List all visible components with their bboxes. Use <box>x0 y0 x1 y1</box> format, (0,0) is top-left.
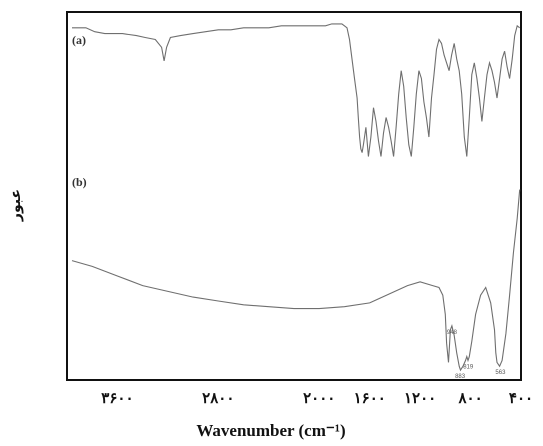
plot-area <box>66 11 522 381</box>
peak-label: 948 <box>447 330 458 336</box>
x-tick-label: ۱۲۰۰ <box>404 389 436 407</box>
x-tick-label: ۱۶۰۰ <box>354 389 386 407</box>
x-axis-title: Wavenumber (cm⁻¹) <box>196 421 345 440</box>
peak-label: 563 <box>495 370 506 376</box>
x-tick-label: ۴۰۰ <box>509 389 533 407</box>
plot-frame <box>66 11 522 381</box>
peak-labels: 948 883 819 563 <box>447 330 506 380</box>
peak-label: 883 <box>455 374 466 380</box>
series-layer <box>71 23 521 372</box>
x-tick-label: ۸۰۰ <box>458 389 483 407</box>
x-tick-labels: ۳۶۰۰ ۲۸۰۰ ۲۰۰۰ ۱۶۰۰ ۱۲۰۰ ۸۰۰ ۴۰۰ <box>101 389 533 407</box>
series-line-a <box>72 23 521 157</box>
curve-label-b: (b) <box>72 175 87 189</box>
curve-label-a: (a) <box>72 33 86 47</box>
x-tick-label: ۲۰۰۰ <box>303 389 335 407</box>
series-line-b <box>71 189 521 372</box>
x-tick-label: ۲۸۰۰ <box>202 389 234 407</box>
y-axis-title: عبور <box>8 189 24 222</box>
x-tick-label: ۳۶۰۰ <box>101 389 133 407</box>
peak-label: 819 <box>463 365 474 371</box>
